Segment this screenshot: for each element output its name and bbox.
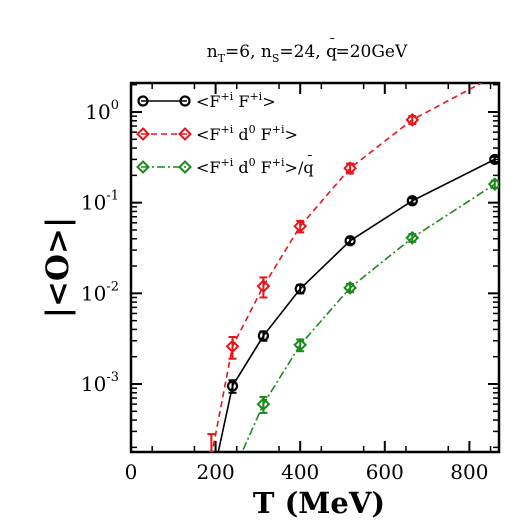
y-tick-label: 10-2 [81,279,119,305]
series-3 [241,177,499,452]
x-tick-label: 200 [197,460,235,484]
legend-label: <F+i d0 F+i>/q¯ [196,154,314,177]
y-tick-label: 10-1 [81,189,119,215]
x-axis-label: T (MeV) [253,486,385,520]
x-tick-label: 800 [450,460,488,484]
series-1 [217,153,499,452]
data-point [487,177,499,192]
data-point [405,230,420,245]
legend-marker [178,160,192,174]
series-layer [207,70,500,452]
data-point [344,235,356,247]
legend-label: <F+i F+i> [196,90,276,111]
data-point [225,339,240,354]
x-tick-label: 400 [281,460,319,484]
legend-item-2: <F+i d0 F+i> [136,123,298,144]
y-tick-label: 100 [85,98,119,124]
data-point [226,380,239,392]
data-point [489,70,500,81]
data-point [256,397,271,412]
data-point [256,279,271,294]
data-point [406,195,418,207]
y-axis-label: |<O>| [40,217,76,319]
legend-marker [179,95,191,107]
legend-marker [136,127,150,141]
x-tick-label: 600 [366,460,404,484]
text-layer: 0 200 400 600 800 10-3 10-2 10-1 100 T (MeV) |<O>|… [40,37,488,520]
plot-frame [129,81,501,454]
legend-marker [137,95,149,107]
legend-item-3: <F+i d0 F+i>/q¯ [136,154,314,177]
series-line [241,183,496,452]
legend-label: <F+i d0 F+i> [196,123,298,144]
data-point [293,219,308,234]
data-point [343,161,358,176]
chart-title: nT=6, nS=24, q¯=20GeV [207,37,408,65]
data-point [343,280,358,295]
data-point [405,112,420,127]
series-2 [207,70,500,452]
legend-marker [178,127,192,141]
axes [129,81,501,454]
data-point [293,337,308,352]
data-point [257,330,269,342]
data-point [294,283,306,295]
x-tick-label: 0 [125,460,138,484]
data-point [489,153,499,166]
legend: <F+i F+i> <F+i d0 F+i> <F+i d0 F+i>/q¯ [136,90,314,177]
legend-item-1: <F+i F+i> [137,90,276,111]
legend-marker [136,160,150,174]
y-tick-label: 10-3 [81,370,119,396]
